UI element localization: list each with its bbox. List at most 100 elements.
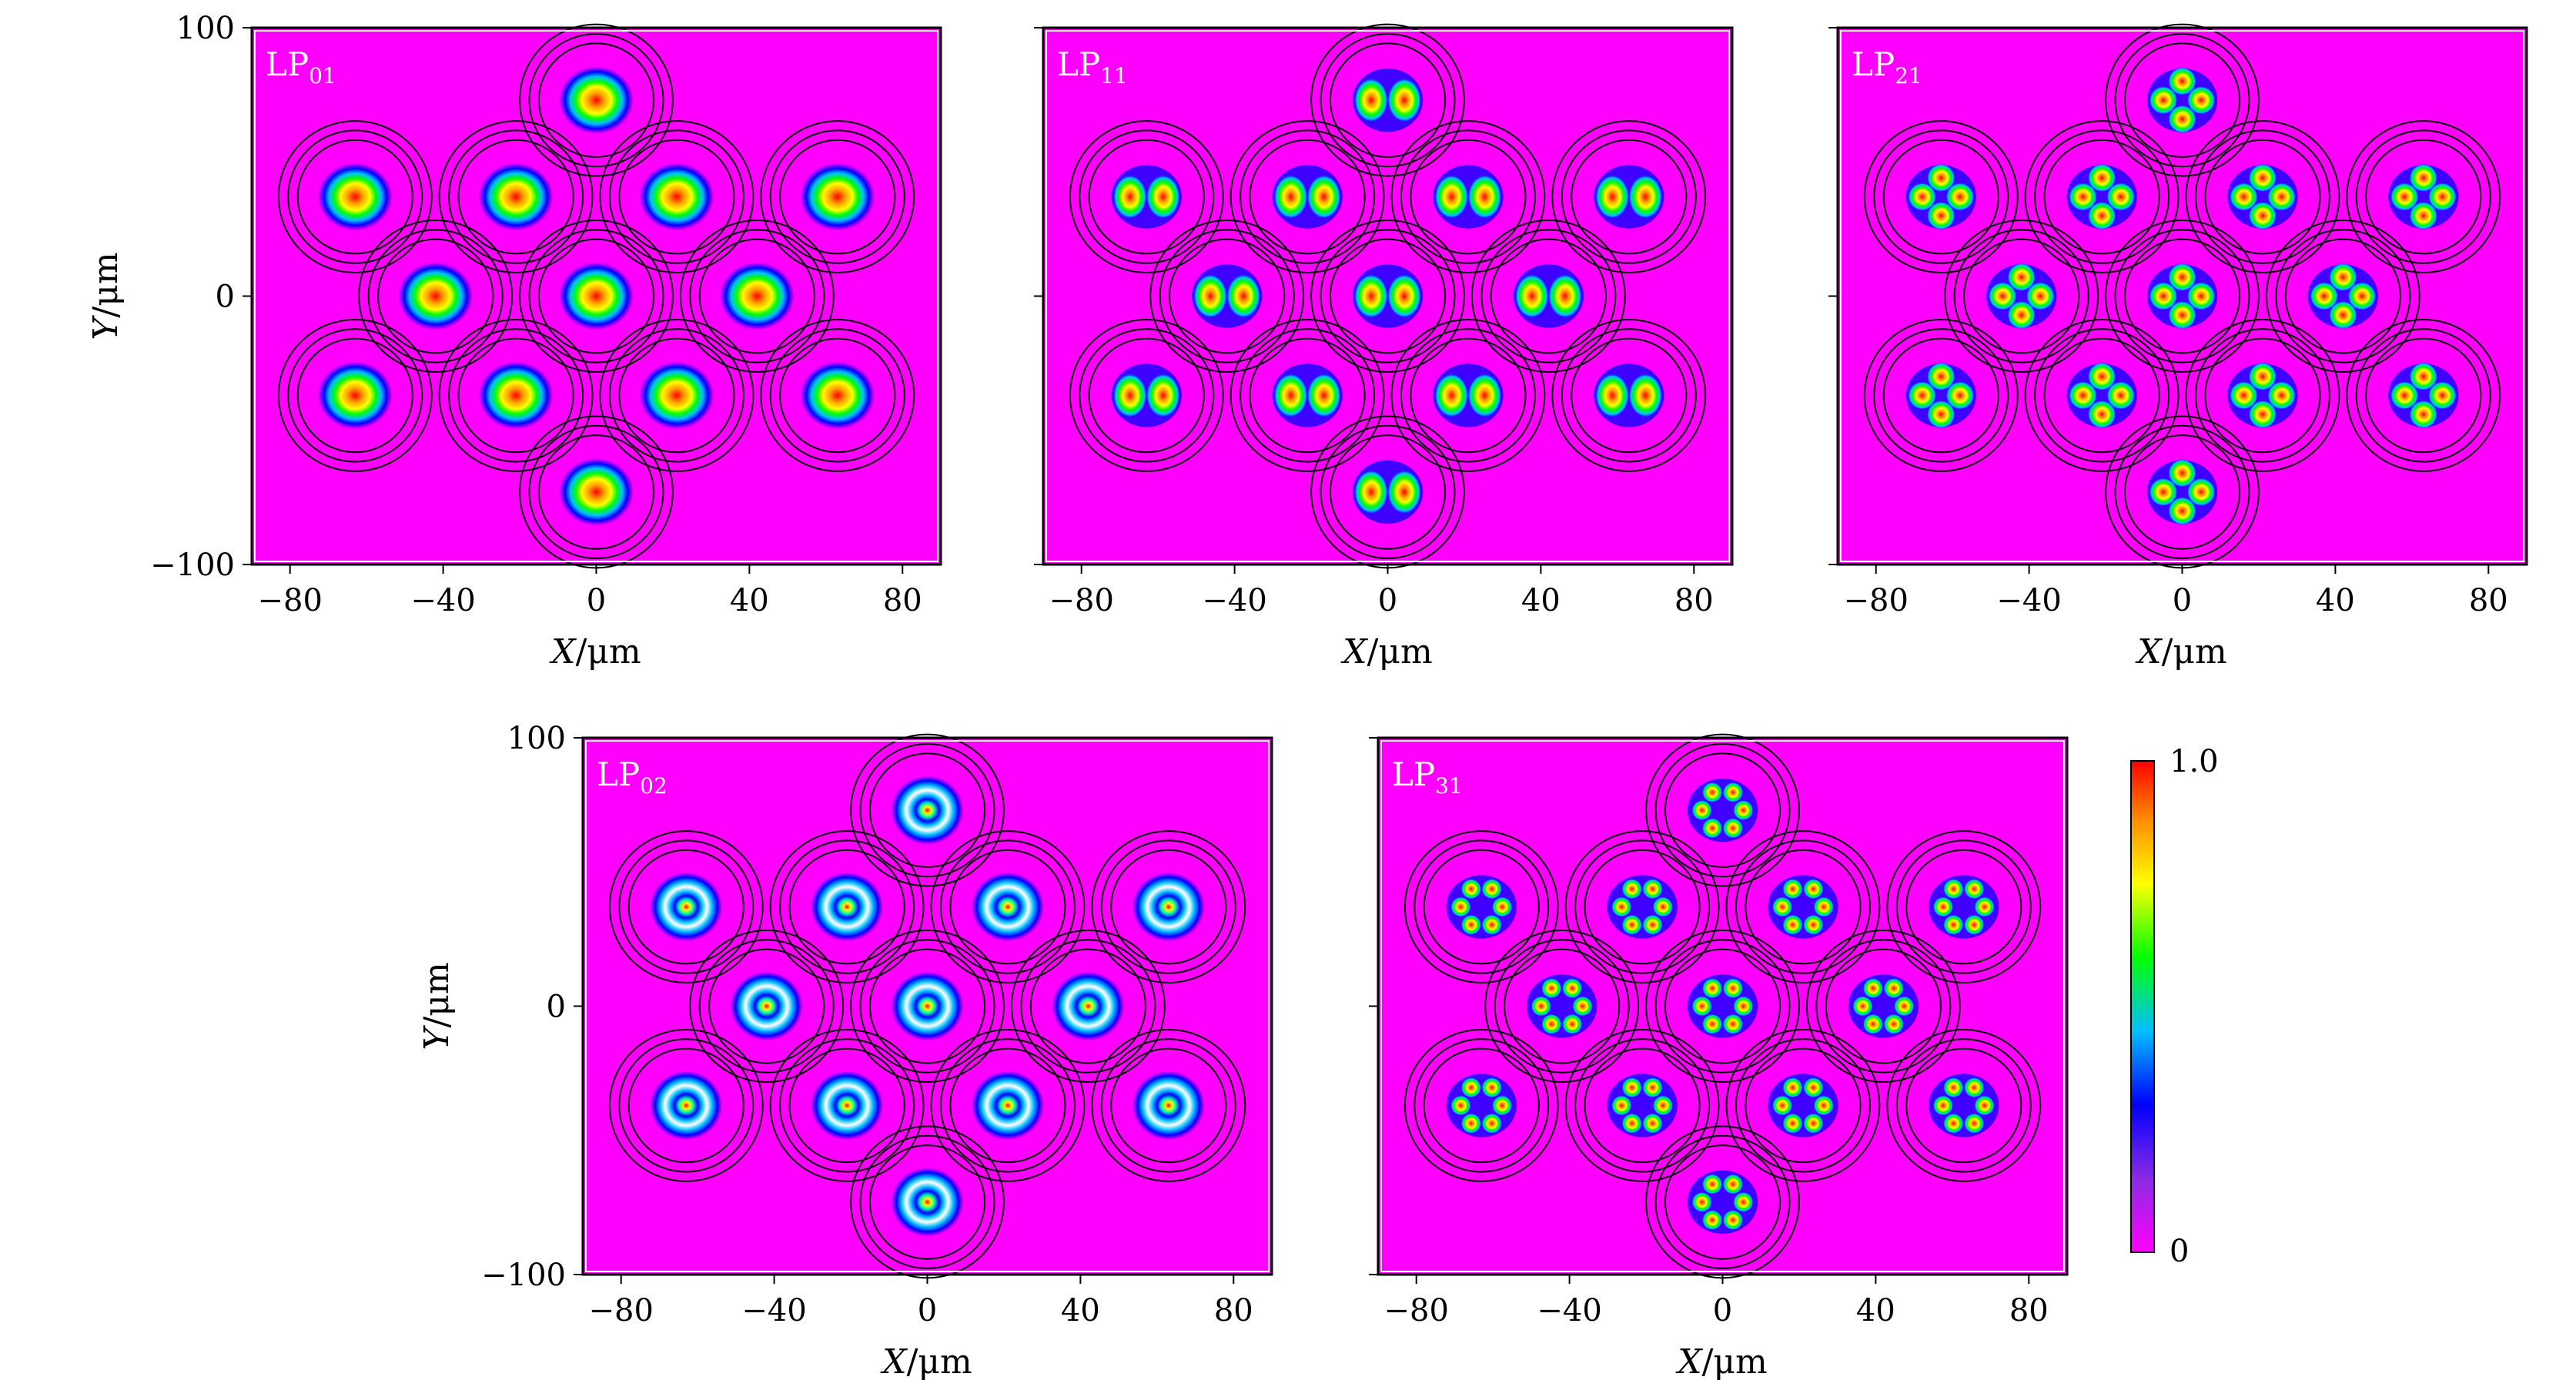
mode-lobe	[1547, 273, 1583, 319]
core-contour	[2355, 129, 2491, 264]
core-contour	[2043, 139, 2160, 255]
mode-spot	[559, 262, 634, 330]
core-contour	[296, 337, 413, 454]
mode-lobe	[1450, 1095, 1471, 1116]
mode-spot	[720, 262, 795, 330]
mode-lobe	[1353, 78, 1389, 123]
core-11	[1551, 318, 1707, 472]
core-contour	[769, 328, 905, 463]
core-contour	[1735, 839, 1871, 974]
core-6	[519, 219, 674, 373]
core-1	[1403, 830, 1559, 984]
mode-envelope	[2146, 460, 2218, 524]
plot-inner-border	[1045, 30, 1730, 562]
core-6	[1310, 219, 1465, 373]
mode-lobe	[1771, 1095, 1793, 1116]
panel-lp21: −80 −40 0 40 80 X/μm LP21	[1828, 23, 2528, 672]
core-contour	[438, 318, 594, 472]
core-contour	[2114, 424, 2250, 560]
core-contour	[1654, 1134, 1791, 1270]
mode-lobe	[1932, 1095, 1954, 1116]
x-tick-label: 0	[1713, 1293, 1732, 1328]
core-contour	[608, 328, 744, 463]
mode-lobe	[2229, 380, 2259, 410]
mode-lobe	[2087, 400, 2116, 429]
mode-lobe	[1306, 174, 1341, 219]
mode-lobe	[1467, 373, 1502, 418]
mode-lobe	[1942, 914, 1964, 936]
mode-lobe	[1926, 163, 1956, 193]
mode-lobe	[1531, 996, 1552, 1017]
mode-spot	[730, 971, 803, 1041]
mode-lobe	[1802, 878, 1824, 900]
y-tick-label: 100	[507, 721, 566, 756]
mode-lobe	[1945, 380, 1975, 410]
mode-lobe	[2408, 201, 2438, 230]
mode-lobe	[1722, 782, 1744, 803]
core-contour	[528, 424, 664, 560]
core-contour	[519, 219, 674, 373]
core-contour	[2105, 23, 2260, 177]
mode-lobe	[1771, 896, 1793, 917]
core-contour	[868, 1144, 986, 1260]
core-2	[1229, 120, 1385, 274]
mode-lobe	[2309, 281, 2339, 311]
core-contour	[1944, 219, 2099, 373]
mode-lobe	[1273, 373, 1308, 418]
core-contour	[528, 229, 664, 364]
mode-lobe	[1353, 273, 1389, 319]
core-7	[1010, 930, 1166, 1083]
core-contour	[788, 1047, 905, 1164]
mode-lobe	[1813, 1095, 1835, 1116]
core-contour	[358, 219, 514, 373]
mode-lobe	[1460, 914, 1482, 936]
core-contour	[377, 238, 494, 354]
core-6	[850, 930, 1005, 1083]
plot-inner-border	[1380, 740, 2065, 1272]
core-12	[1310, 415, 1465, 569]
core-8	[1069, 318, 1224, 472]
core-9	[1229, 318, 1385, 472]
core-contour	[627, 849, 744, 965]
mode-envelope	[1905, 165, 1976, 229]
core-contour	[2123, 434, 2241, 550]
mode-lobe	[1893, 996, 1915, 1017]
core-contour	[1745, 1047, 1862, 1164]
mode-lobe	[2248, 163, 2277, 193]
mode-spot	[971, 872, 1044, 942]
mode-lobe	[1460, 1113, 1482, 1134]
mode-spot	[559, 458, 634, 526]
core-contour	[1329, 434, 1447, 550]
mode-lobe	[1460, 1077, 1482, 1098]
core-4	[1886, 830, 2042, 984]
mode-lobe	[1226, 273, 1261, 319]
core-3	[1390, 120, 1546, 274]
mode-label: LP01	[266, 45, 336, 89]
core-contour	[2346, 120, 2501, 274]
core-contour	[2114, 32, 2250, 168]
core-contour	[2114, 229, 2250, 364]
mode-spot	[559, 66, 634, 134]
core-contour	[850, 930, 1005, 1083]
mode-lobe	[1732, 996, 1754, 1017]
core-contour	[627, 1047, 744, 1164]
core-7	[1805, 930, 1961, 1083]
mode-lobe	[1974, 896, 1996, 917]
panel-lp02: −80 −40 0 40 80 −100 0 100 X/μm Y/μm LP02	[417, 721, 1273, 1382]
core-contour	[1805, 930, 1961, 1083]
mode-lobe	[1722, 977, 1744, 999]
mode-lobe	[1926, 400, 1956, 429]
x-tick-label: 40	[2316, 583, 2355, 618]
core-contour	[1229, 318, 1385, 472]
mode-spot	[811, 872, 884, 942]
mode-label: LP11	[1057, 45, 1128, 89]
core-1	[608, 830, 764, 984]
core-contour	[2123, 42, 2241, 158]
core-contour	[1413, 839, 1550, 974]
x-axis-label: X/μm	[1675, 1342, 1767, 1382]
core-contour	[788, 849, 905, 965]
mode-lobe	[1628, 373, 1663, 418]
mode-lobe	[1802, 1113, 1824, 1134]
mode-lobe	[1514, 273, 1550, 319]
core-contour	[599, 120, 754, 274]
